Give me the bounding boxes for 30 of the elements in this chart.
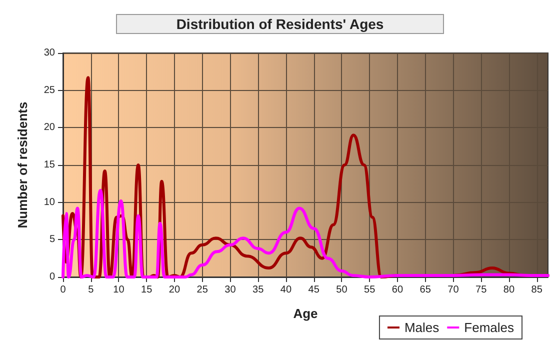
y-tick-label: 30 (44, 48, 56, 58)
x-tick-label: 70 (448, 284, 460, 296)
y-tick-label: 25 (44, 84, 56, 96)
x-tick-label: 60 (392, 284, 404, 296)
legend-label: Males (404, 320, 440, 335)
x-tick-label: 85 (531, 284, 543, 296)
x-tick-label: 55 (364, 284, 376, 296)
y-tick-label: 0 (49, 272, 56, 282)
x-axis-title: Age (293, 306, 318, 321)
x-tick-label: 45 (308, 284, 320, 296)
y-tick-label: 20 (44, 122, 56, 134)
x-tick-label: 20 (168, 284, 180, 296)
y-tick-label: 5 (49, 234, 56, 246)
x-tick-label: 50 (336, 284, 348, 296)
y-axis-title: Number of residents (15, 102, 30, 228)
legend-label: Females (464, 320, 514, 335)
x-tick-label: 80 (503, 284, 515, 296)
x-tick-label: 75 (476, 284, 488, 296)
x-tick-label: 40 (280, 284, 292, 296)
x-tick-label: 65 (420, 284, 432, 296)
x-tick-label: 15 (141, 284, 153, 296)
x-tick-label: 35 (252, 284, 264, 296)
x-tick-label: 0 (60, 284, 66, 296)
y-tick-label: 10 (44, 196, 56, 208)
x-tick-label: 10 (113, 284, 125, 296)
x-tick-label: 30 (224, 284, 236, 296)
chart-title: Distribution of Residents' Ages (176, 16, 384, 32)
x-tick-label: 25 (196, 284, 208, 296)
y-tick-label: 15 (44, 160, 56, 170)
x-tick-label: 5 (88, 284, 94, 296)
